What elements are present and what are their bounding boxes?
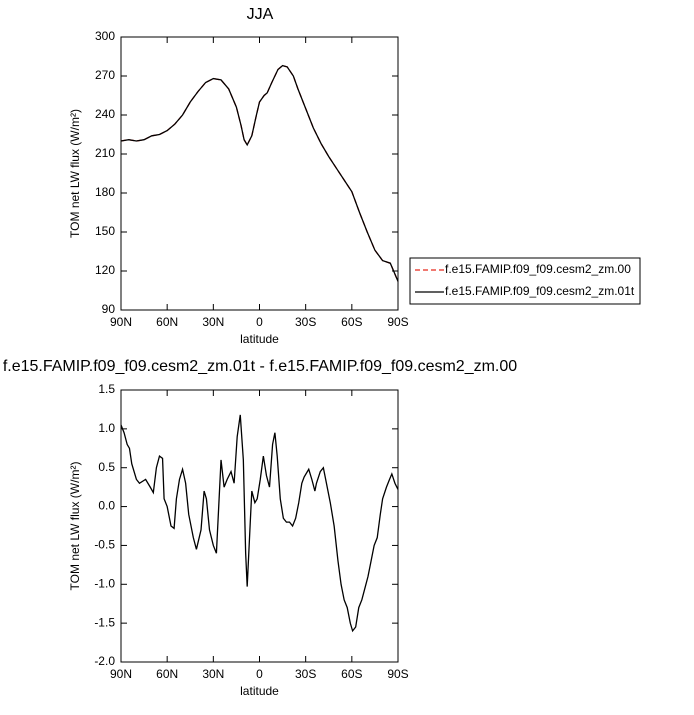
x-axis-label: latitude [240, 332, 279, 346]
x-tick-label: 30N [202, 667, 224, 681]
x-tick-label: 0 [256, 667, 263, 681]
x-tick-label: 90S [387, 667, 408, 681]
y-tick-label: -1.5 [94, 615, 115, 629]
y-axis-label: TOM net LW flux (W/m²) [68, 462, 82, 591]
data-line [120, 64, 399, 282]
data-line [120, 414, 399, 633]
x-tick-label: 90N [110, 315, 132, 329]
y-tick-label: 0.5 [98, 460, 115, 474]
x-tick-label: 30N [202, 315, 224, 329]
x-tick-label: 60S [341, 667, 362, 681]
y-axis-label: TOM net LW flux (W/m²) [68, 109, 82, 238]
x-tick-label: 60N [156, 667, 178, 681]
y-tick-label: -0.5 [94, 538, 115, 552]
x-tick-label: 60N [156, 315, 178, 329]
legend-label: f.e15.FAMIP.f09_f09.cesm2_zm.00 [445, 262, 631, 276]
chart-title: JJA [247, 6, 274, 23]
chart-title: f.e15.FAMIP.f09_f09.cesm2_zm.01t - f.e15… [3, 358, 517, 375]
x-tick-label: 60S [341, 315, 362, 329]
y-tick-label: 120 [95, 263, 115, 277]
data-line [120, 64, 399, 282]
y-tick-label: 150 [95, 224, 115, 238]
y-tick-label: -1.0 [94, 576, 115, 590]
legend-label: f.e15.FAMIP.f09_f09.cesm2_zm.01t [445, 284, 635, 298]
y-tick-label: 270 [95, 68, 115, 82]
y-tick-label: -2.0 [94, 654, 115, 668]
y-tick-label: 180 [95, 185, 115, 199]
x-tick-label: 90N [110, 667, 132, 681]
plot-frame [120, 36, 399, 311]
y-tick-label: 90 [102, 302, 116, 316]
y-tick-label: 0.0 [98, 499, 115, 513]
x-tick-label: 30S [295, 667, 316, 681]
x-tick-label: 90S [387, 315, 408, 329]
plot-frame [120, 389, 399, 663]
y-tick-label: 210 [95, 146, 115, 160]
x-tick-label: 30S [295, 315, 316, 329]
legend-box [409, 257, 641, 305]
y-tick-label: 1.5 [98, 382, 115, 396]
y-tick-label: 1.0 [98, 421, 115, 435]
y-tick-label: 240 [95, 107, 115, 121]
y-tick-label: 300 [95, 29, 115, 43]
x-axis-label: latitude [240, 684, 279, 698]
x-tick-label: 0 [256, 315, 263, 329]
